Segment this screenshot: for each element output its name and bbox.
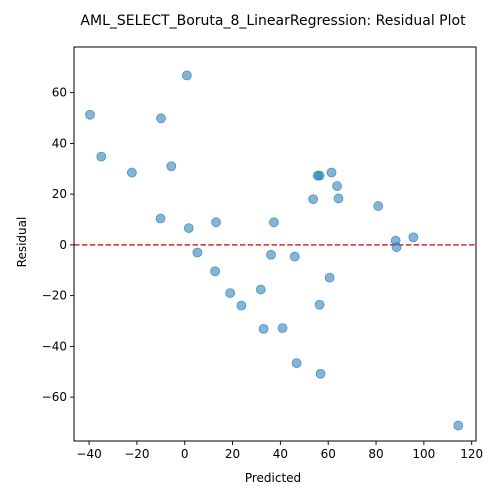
scatter-point bbox=[155, 213, 166, 224]
scatter-point bbox=[315, 368, 326, 379]
y-tick-label: 20 bbox=[52, 187, 67, 201]
y-tick-label: 0 bbox=[59, 238, 67, 252]
scatter-point bbox=[96, 151, 107, 162]
scatter-point bbox=[192, 247, 203, 258]
scatter-point bbox=[277, 323, 288, 334]
scatter-point bbox=[308, 194, 319, 205]
x-tick-label: 80 bbox=[368, 447, 383, 461]
x-tick-label: 20 bbox=[225, 447, 240, 461]
plot-area-frame bbox=[73, 46, 477, 442]
scatter-point bbox=[373, 201, 384, 211]
scatter-point bbox=[166, 161, 177, 172]
x-tick-label: −20 bbox=[124, 447, 149, 461]
scatter-point bbox=[210, 266, 220, 277]
scatter-point bbox=[408, 232, 419, 243]
scatter-point bbox=[181, 70, 192, 81]
scatter-point bbox=[211, 217, 221, 228]
scatter-point bbox=[289, 251, 300, 262]
x-tick-label: 120 bbox=[460, 447, 483, 461]
y-tick-label: −40 bbox=[42, 339, 67, 353]
x-tick-label: −40 bbox=[76, 447, 101, 461]
scatter-point bbox=[453, 420, 464, 431]
x-axis-label: Predicted bbox=[245, 471, 301, 485]
y-axis-label: Residual bbox=[15, 217, 29, 268]
x-tick-label: 100 bbox=[412, 447, 435, 461]
scatter-point bbox=[266, 249, 276, 260]
scatter-point bbox=[236, 300, 247, 311]
scatter-point bbox=[314, 170, 325, 181]
scatter-point bbox=[332, 181, 342, 191]
x-tick-label: 60 bbox=[321, 447, 336, 461]
y-tick-label: 60 bbox=[52, 86, 67, 100]
x-tick-label: 0 bbox=[181, 447, 189, 461]
scatter-point bbox=[314, 299, 325, 310]
scatter-point bbox=[255, 284, 266, 295]
scatter-point bbox=[225, 288, 236, 298]
scatter-point bbox=[85, 109, 95, 120]
y-tick-label: 40 bbox=[52, 136, 67, 150]
scatter-point bbox=[183, 223, 194, 234]
x-tick-label: 40 bbox=[273, 447, 288, 461]
scatter-point bbox=[291, 358, 302, 369]
scatter-point bbox=[126, 167, 137, 178]
scatter-point bbox=[333, 193, 344, 204]
scatter-point bbox=[156, 113, 166, 124]
y-tick-label: −20 bbox=[42, 289, 67, 303]
scatter-point bbox=[326, 167, 337, 178]
chart-title: AML_SELECT_Boruta_8_LinearRegression: Re… bbox=[80, 13, 466, 29]
scatter-point bbox=[269, 217, 279, 228]
scatter-point bbox=[324, 272, 335, 283]
scatter-point bbox=[391, 242, 402, 253]
scatter-point bbox=[258, 323, 269, 334]
y-tick-label: −60 bbox=[42, 390, 67, 404]
